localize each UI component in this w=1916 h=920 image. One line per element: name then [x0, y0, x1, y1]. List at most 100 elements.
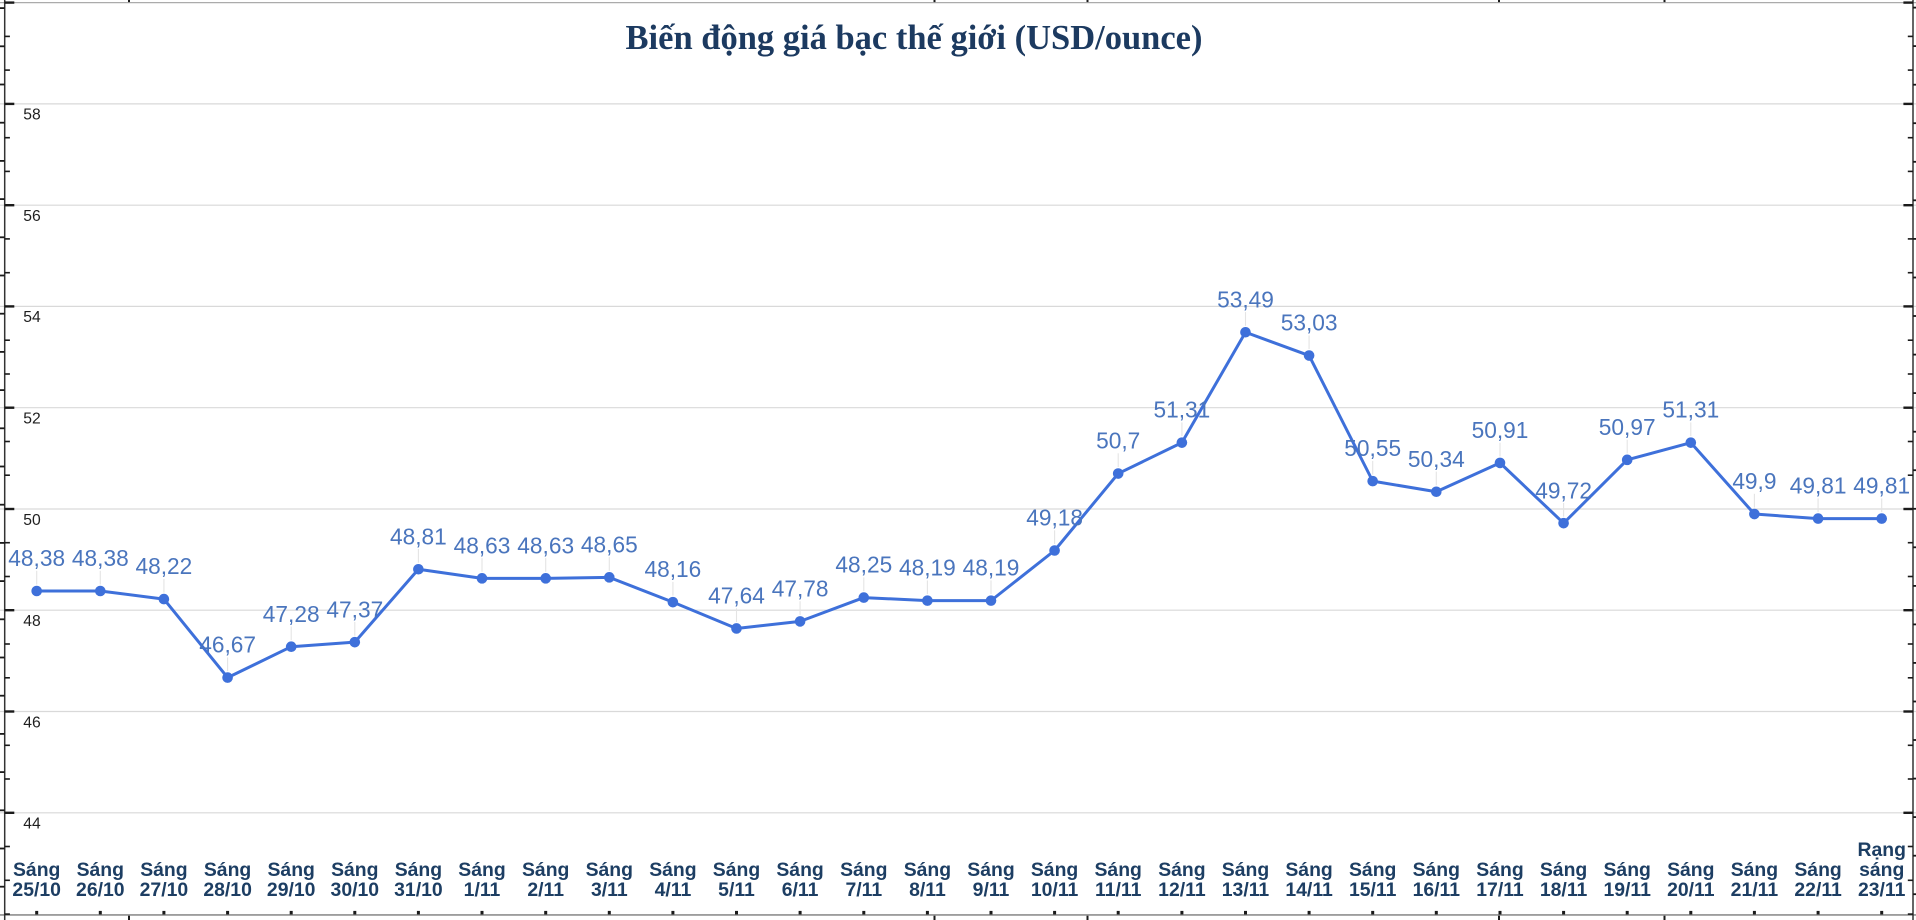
- svg-text:48,81: 48,81: [390, 523, 447, 549]
- svg-text:Sáng: Sáng: [77, 859, 124, 881]
- svg-text:47,78: 47,78: [772, 576, 829, 602]
- svg-text:30/10: 30/10: [331, 879, 380, 901]
- svg-text:12/11: 12/11: [1158, 879, 1206, 901]
- svg-text:48,65: 48,65: [581, 531, 638, 557]
- svg-text:Sáng: Sáng: [586, 859, 633, 881]
- svg-text:Sáng: Sáng: [1540, 859, 1587, 881]
- svg-text:19/11: 19/11: [1603, 879, 1651, 901]
- svg-text:58: 58: [23, 107, 41, 124]
- svg-text:44: 44: [23, 816, 41, 833]
- svg-text:48,38: 48,38: [8, 545, 65, 571]
- svg-text:Sáng: Sáng: [331, 859, 378, 881]
- svg-text:Biến động giá bạc thế giới (US: Biến động giá bạc thế giới (USD/ounce): [626, 19, 1203, 57]
- svg-text:50,34: 50,34: [1408, 446, 1465, 472]
- svg-text:9/11: 9/11: [973, 879, 1010, 901]
- svg-text:29/10: 29/10: [267, 879, 316, 901]
- svg-text:48,16: 48,16: [645, 556, 702, 582]
- svg-text:Sáng: Sáng: [967, 859, 1014, 881]
- svg-text:Sáng: Sáng: [267, 859, 314, 881]
- svg-text:Sáng: Sáng: [522, 859, 569, 881]
- svg-text:53,03: 53,03: [1281, 310, 1338, 336]
- svg-text:26/10: 26/10: [76, 879, 125, 901]
- svg-text:50,97: 50,97: [1599, 414, 1656, 440]
- svg-text:28/10: 28/10: [203, 879, 252, 901]
- svg-text:7/11: 7/11: [845, 879, 882, 901]
- svg-text:Sáng: Sáng: [140, 859, 187, 881]
- svg-text:Sáng: Sáng: [1731, 859, 1778, 881]
- svg-text:49,81: 49,81: [1853, 473, 1910, 499]
- svg-text:17/11: 17/11: [1476, 879, 1524, 901]
- svg-text:25/10: 25/10: [12, 879, 61, 901]
- svg-text:50,55: 50,55: [1344, 435, 1401, 461]
- svg-text:Sáng: Sáng: [458, 859, 505, 881]
- svg-text:18/11: 18/11: [1540, 879, 1588, 901]
- svg-text:15/11: 15/11: [1349, 879, 1397, 901]
- svg-text:48,22: 48,22: [136, 553, 193, 579]
- svg-text:52: 52: [23, 411, 40, 428]
- svg-text:5/11: 5/11: [718, 879, 755, 901]
- svg-text:48,63: 48,63: [517, 532, 574, 558]
- svg-text:48,19: 48,19: [963, 555, 1020, 581]
- svg-text:50: 50: [23, 512, 41, 529]
- svg-text:49,9: 49,9: [1732, 468, 1776, 494]
- svg-text:20/11: 20/11: [1667, 879, 1715, 901]
- svg-text:Sáng: Sáng: [1349, 859, 1396, 881]
- svg-text:3/11: 3/11: [591, 879, 628, 901]
- svg-text:Sáng: Sáng: [1094, 859, 1141, 881]
- svg-text:49,81: 49,81: [1790, 473, 1847, 499]
- svg-text:Sáng: Sáng: [1794, 859, 1841, 881]
- svg-text:13/11: 13/11: [1222, 879, 1270, 901]
- svg-text:2/11: 2/11: [527, 879, 564, 901]
- svg-text:48,63: 48,63: [454, 532, 511, 558]
- svg-text:Sáng: Sáng: [204, 859, 251, 881]
- svg-text:50,91: 50,91: [1472, 417, 1529, 443]
- svg-text:Sáng: Sáng: [1413, 859, 1460, 881]
- svg-text:Sáng: Sáng: [13, 859, 60, 881]
- svg-text:10/11: 10/11: [1031, 879, 1079, 901]
- svg-text:23/11: 23/11: [1858, 879, 1906, 901]
- svg-text:6/11: 6/11: [782, 879, 819, 901]
- svg-text:Sáng: Sáng: [904, 859, 951, 881]
- svg-text:Sáng: Sáng: [840, 859, 887, 881]
- svg-text:46,67: 46,67: [199, 632, 256, 658]
- svg-text:Sáng: Sáng: [1603, 859, 1650, 881]
- svg-text:51,31: 51,31: [1154, 397, 1211, 423]
- svg-text:49,72: 49,72: [1535, 477, 1592, 503]
- svg-text:53,49: 53,49: [1217, 286, 1274, 312]
- svg-text:48,19: 48,19: [899, 555, 956, 581]
- svg-text:48: 48: [23, 613, 41, 630]
- svg-text:48,25: 48,25: [835, 552, 892, 578]
- svg-text:22/11: 22/11: [1794, 879, 1842, 901]
- svg-text:31/10: 31/10: [394, 879, 443, 901]
- svg-text:51,31: 51,31: [1662, 397, 1719, 423]
- svg-text:14/11: 14/11: [1285, 879, 1333, 901]
- svg-text:54: 54: [23, 309, 41, 326]
- svg-text:47,64: 47,64: [708, 583, 765, 609]
- svg-text:47,37: 47,37: [326, 596, 383, 622]
- svg-text:Sáng: Sáng: [1031, 859, 1078, 881]
- svg-text:Sáng: Sáng: [649, 859, 696, 881]
- svg-text:sáng: sáng: [1859, 859, 1904, 881]
- svg-text:47,28: 47,28: [263, 601, 320, 627]
- svg-text:11/11: 11/11: [1095, 879, 1142, 901]
- svg-text:Sáng: Sáng: [776, 859, 823, 881]
- svg-text:Sáng: Sáng: [395, 859, 442, 881]
- svg-text:46: 46: [23, 714, 41, 731]
- svg-text:16/11: 16/11: [1413, 879, 1461, 901]
- svg-text:Sáng: Sáng: [1158, 859, 1205, 881]
- svg-text:4/11: 4/11: [655, 879, 692, 901]
- svg-text:27/10: 27/10: [140, 879, 189, 901]
- svg-text:8/11: 8/11: [909, 879, 946, 901]
- svg-text:Sáng: Sáng: [713, 859, 760, 881]
- svg-text:Sáng: Sáng: [1476, 859, 1523, 881]
- svg-text:21/11: 21/11: [1731, 879, 1779, 901]
- svg-text:Rạng: Rạng: [1857, 839, 1905, 861]
- svg-text:50,7: 50,7: [1096, 428, 1140, 454]
- svg-text:Sáng: Sáng: [1667, 859, 1714, 881]
- svg-text:1/11: 1/11: [464, 879, 501, 901]
- svg-text:48,38: 48,38: [72, 545, 129, 571]
- svg-text:Sáng: Sáng: [1285, 859, 1332, 881]
- svg-text:Sáng: Sáng: [1222, 859, 1269, 881]
- svg-text:49,18: 49,18: [1026, 505, 1083, 531]
- svg-text:56: 56: [23, 208, 41, 225]
